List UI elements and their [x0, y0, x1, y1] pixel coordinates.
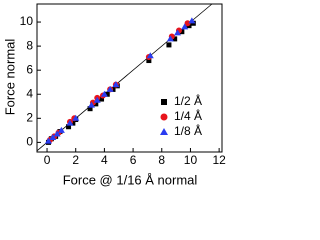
- chart: Force @ 1/16 Å normal Force normal 0 2 4 6 8…: [2, 3, 226, 187]
- legend-marker: [161, 99, 167, 105]
- x-tick-label: 12: [212, 153, 226, 167]
- point: [72, 114, 80, 121]
- point: [87, 101, 95, 108]
- point: [93, 96, 101, 103]
- point: [146, 58, 152, 64]
- point: [112, 81, 120, 88]
- point: [104, 91, 110, 97]
- x-tick-label: 6: [130, 153, 137, 167]
- y-tick-label: 6: [26, 62, 33, 76]
- point: [93, 101, 99, 107]
- point: [66, 124, 72, 130]
- point: [49, 134, 57, 141]
- x-tick-label: 2: [72, 153, 79, 167]
- point: [53, 130, 61, 137]
- y-tick-label: 10: [20, 14, 34, 28]
- point: [87, 106, 93, 112]
- point: [166, 42, 172, 48]
- point: [179, 29, 185, 35]
- legend-label: 1/8 Å: [174, 123, 202, 138]
- y-tick-label: 0: [26, 135, 33, 149]
- point: [66, 119, 74, 126]
- x-tick-label: 0: [44, 153, 51, 167]
- x-tick-label: 10: [184, 153, 198, 167]
- point: [188, 17, 196, 24]
- point: [70, 120, 76, 126]
- point: [100, 90, 108, 97]
- point: [166, 35, 174, 42]
- y-tick-label: 8: [26, 38, 33, 52]
- point: [57, 126, 65, 133]
- point: [99, 96, 105, 102]
- point: [146, 52, 154, 59]
- legend-label: 1/4 Å: [174, 108, 202, 123]
- x-tick-label: 4: [101, 153, 108, 167]
- legend-marker: [160, 113, 168, 121]
- point: [181, 23, 189, 30]
- point: [44, 137, 52, 144]
- y-tick-label: 4: [26, 86, 33, 100]
- point: [174, 29, 182, 36]
- y-tick-label: 2: [26, 110, 33, 124]
- plot-frame: [36, 3, 223, 153]
- y-axis-label: Force normal: [2, 39, 17, 116]
- point: [172, 36, 178, 42]
- x-axis-label: Force @ 1/16 Å normal: [63, 172, 198, 187]
- x-tick-label: 8: [158, 153, 165, 167]
- legend-label: 1/2 Å: [174, 93, 202, 108]
- point: [106, 85, 114, 92]
- point: [184, 20, 191, 27]
- legend-marker: [160, 128, 168, 135]
